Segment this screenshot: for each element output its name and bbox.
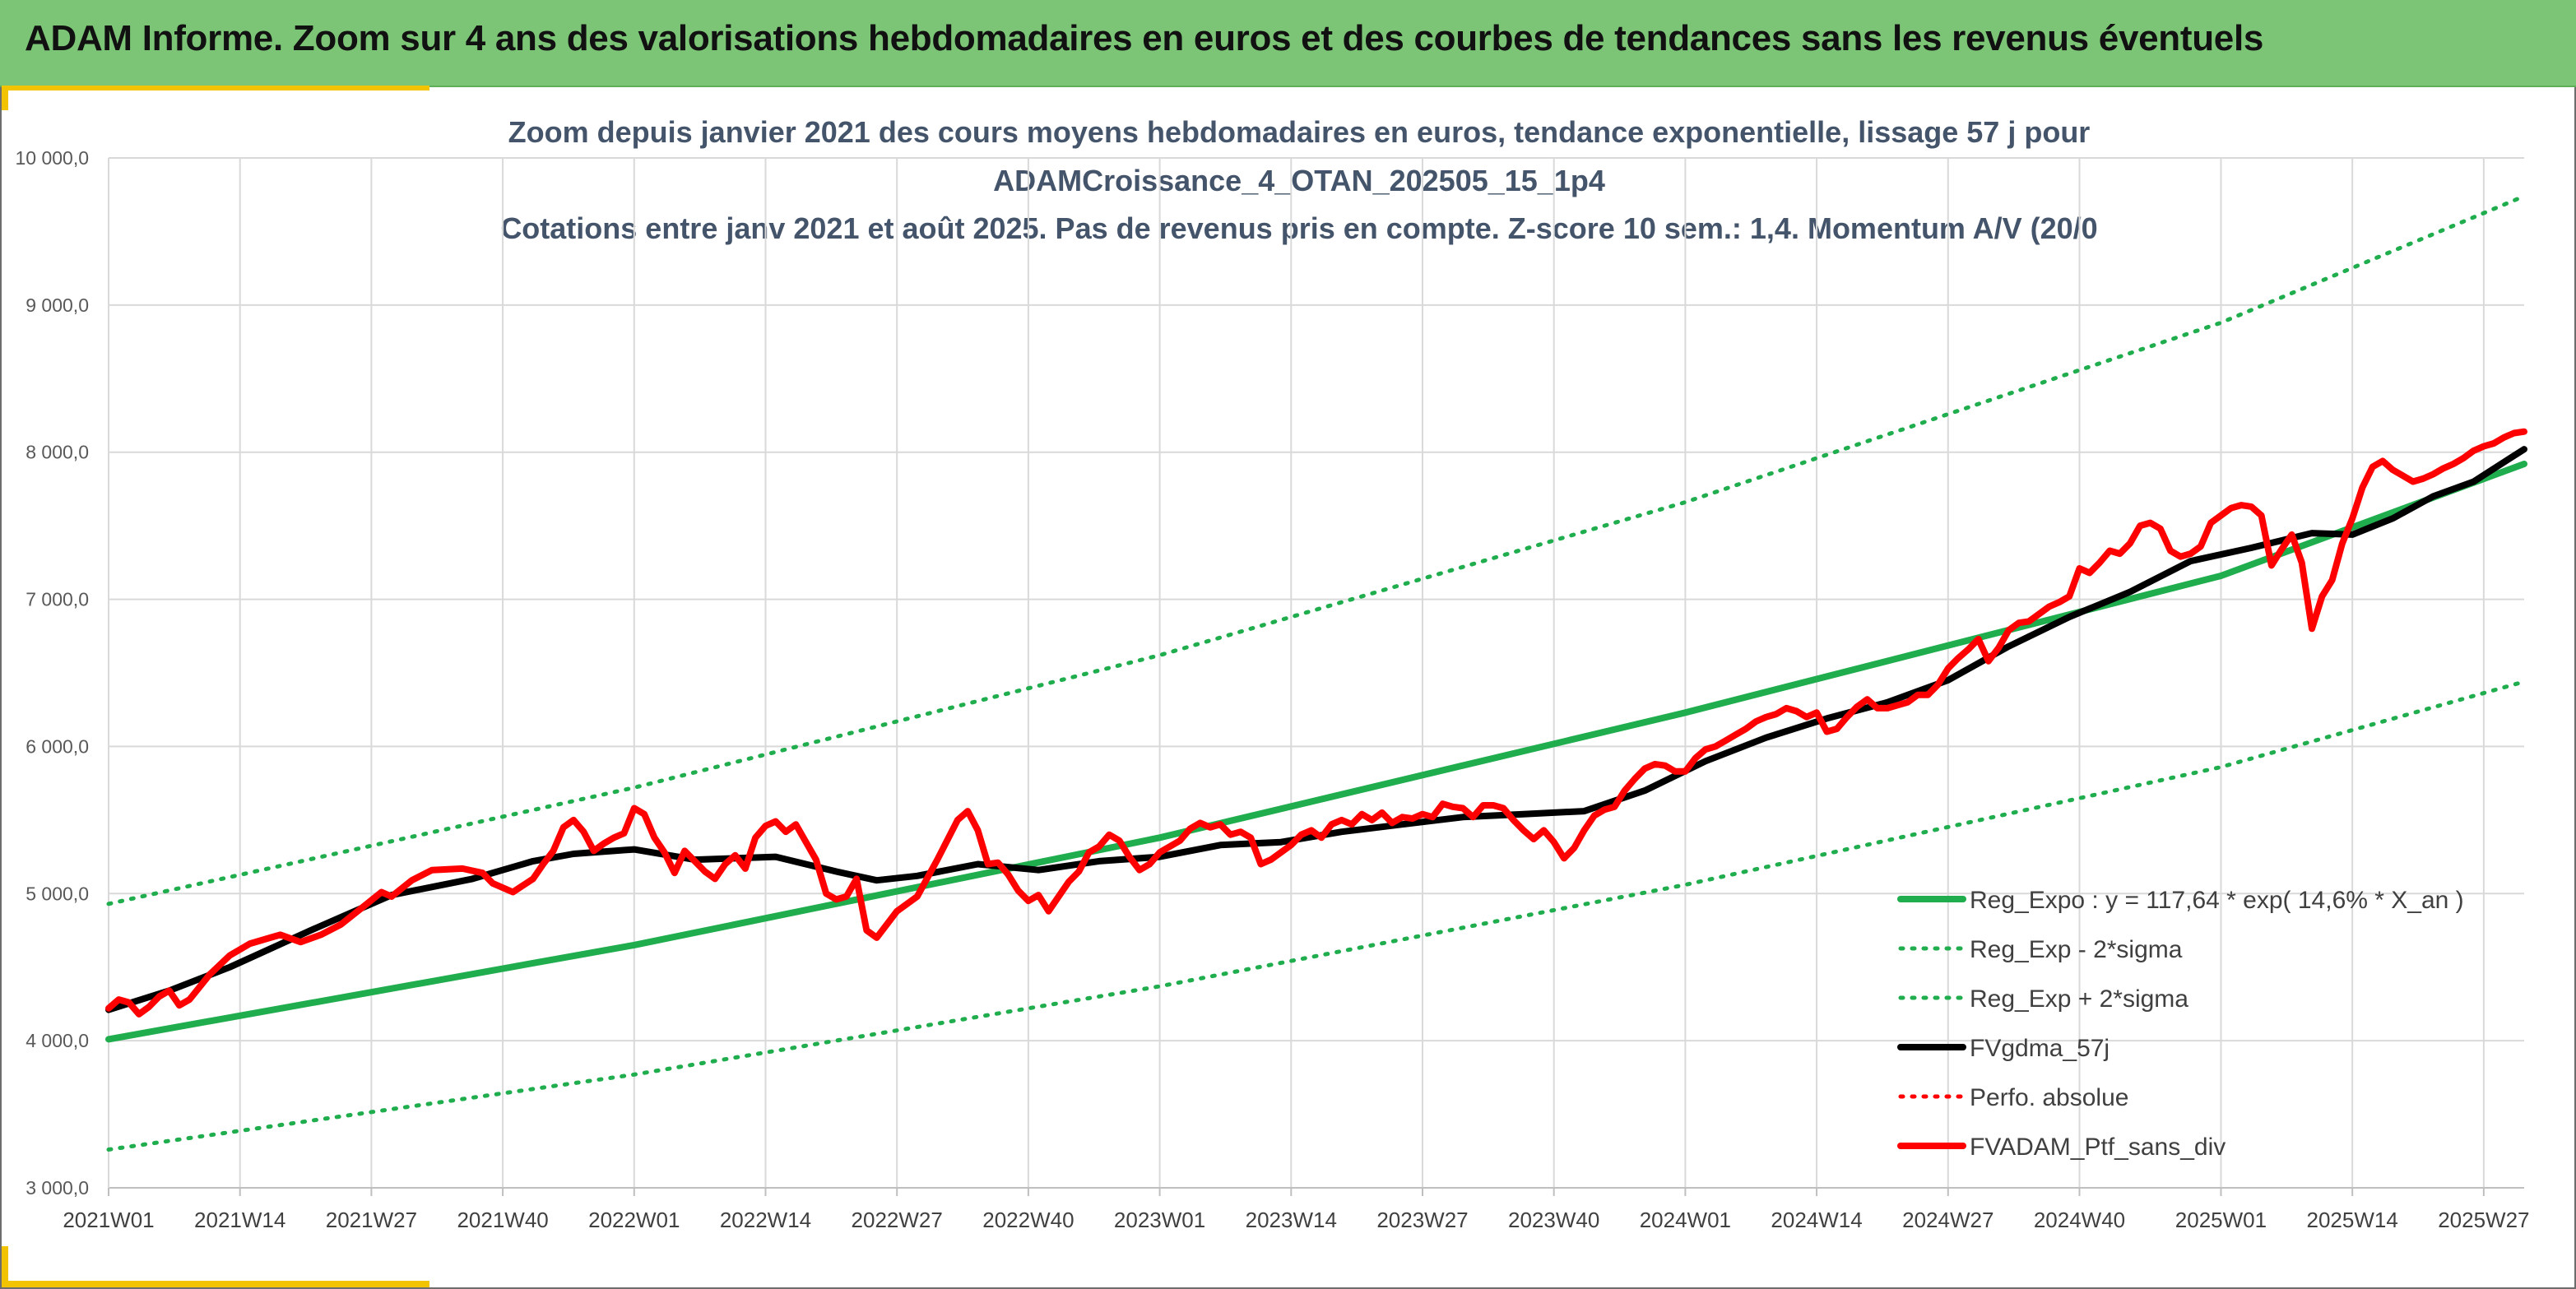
x-tick-label: 2022W14 [720,1208,811,1232]
legend-label: FVgdma_57j [1970,1035,2110,1062]
legend: Reg_Expo : y = 117,64 * exp( 14,6% * X_a… [1897,887,2464,1161]
legend-label: Reg_Exp - 2*sigma [1970,936,2183,963]
x-tick-label: 2022W01 [588,1208,680,1232]
accent-bar-bottom-left [2,1281,429,1287]
page-title: ADAM Informe. Zoom sur 4 ans des valoris… [25,18,2264,58]
x-tick-label: 2022W40 [982,1208,1074,1232]
chart-title-line-1: Zoom depuis janvier 2021 des cours moyen… [508,115,2091,149]
x-tick-label: 2024W01 [1640,1208,1731,1232]
x-tick-label: 2023W27 [1376,1208,1468,1232]
x-tick-label: 2021W14 [194,1208,285,1232]
x-tick-label: 2025W14 [2307,1208,2398,1232]
axes: 3 000,0 4 000,0 5 000,0 6 000,0 7 000,0 8 000… [15,147,2529,1232]
x-tick-label: 2021W40 [457,1208,548,1232]
y-tick-label: 3 000,0 [26,1177,89,1199]
series-line-2 [106,194,2527,906]
x-tick-label: 2023W40 [1508,1208,1599,1232]
x-tick-label: 2021W01 [63,1208,154,1232]
accent-bar-top-left-vertical [2,86,8,110]
series-line-3 [105,446,2527,1013]
series-layer [105,194,2527,1152]
x-tick-label: 2023W01 [1114,1208,1205,1232]
x-tick-label: 2022W27 [852,1208,943,1232]
series-line-5 [105,428,2527,1018]
legend-label: FVADAM_Ptf_sans_div [1970,1134,2226,1161]
x-tick-label: 2025W01 [2175,1208,2267,1232]
legend-label: Reg_Exp + 2*sigma [1970,985,2188,1013]
y-tick-label: 4 000,0 [26,1030,89,1051]
y-tick-label: 7 000,0 [26,589,89,610]
x-tick-label: 2024W14 [1771,1208,1862,1232]
x-tick-label: 2024W40 [2034,1208,2125,1232]
x-tick-label: 2025W27 [2438,1208,2529,1232]
chart-title-line-2: ADAMCroissance_4_OTAN_202505_15_1p4 [993,164,1605,197]
accent-bar-bottom-left-vertical [2,1246,8,1287]
y-tick-label: 5 000,0 [26,883,89,904]
x-tick-label: 2023W14 [1246,1208,1337,1232]
y-tick-label: 9 000,0 [26,294,89,316]
y-tick-label: 10 000,0 [15,147,89,169]
y-tick-label: 8 000,0 [26,442,89,463]
chart-title-line-3: Cotations entre janv 2021 et août 2025. … [500,211,2097,245]
grid [108,157,2524,1189]
x-tick-label: 2021W27 [326,1208,417,1232]
y-tick-label: 6 000,0 [26,735,89,757]
x-tick-label: 2024W27 [1902,1208,1993,1232]
legend-label: Perfo. absolue [1970,1084,2128,1111]
chart-title: Zoom depuis janvier 2021 des cours moyen… [500,115,2097,245]
accent-bar-top-left [2,86,429,90]
legend-label: Reg_Expo : y = 117,64 * exp( 14,6% * X_a… [1970,887,2464,914]
header-bar: ADAM Informe. Zoom sur 4 ans des valoris… [0,0,2576,87]
series-line-1 [106,679,2527,1152]
